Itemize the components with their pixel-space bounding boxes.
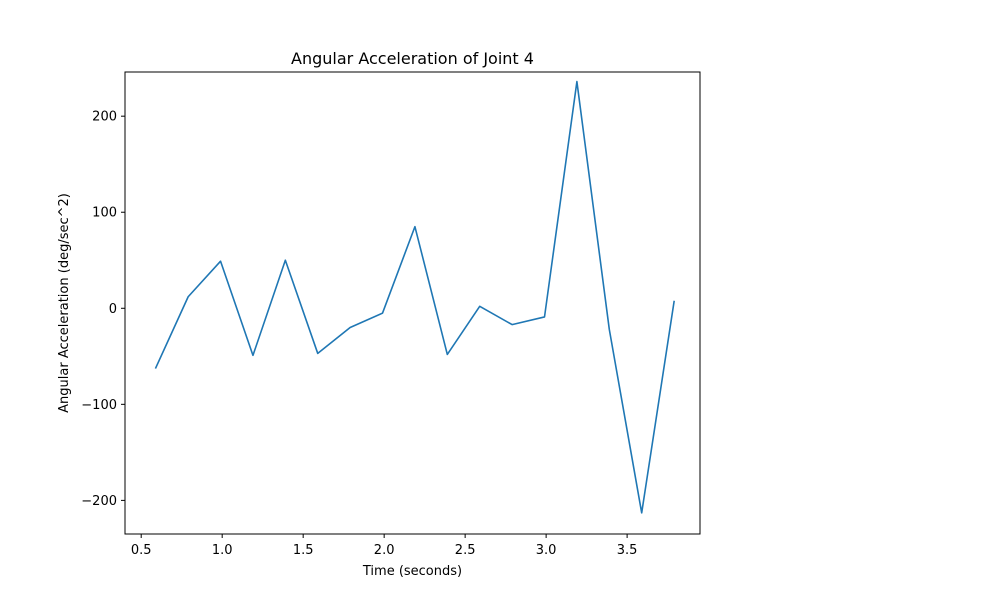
x-axis-label: Time (seconds) (362, 564, 462, 579)
y-tick-label: 0 (109, 302, 117, 317)
y-tick-label: −100 (81, 398, 117, 413)
y-tick-label: −200 (81, 494, 117, 509)
x-tick-label: 2.5 (455, 543, 476, 558)
x-tick-label: 3.5 (617, 543, 638, 558)
x-tick-label: 1.5 (293, 543, 314, 558)
chart-title: Angular Acceleration of Joint 4 (291, 49, 534, 68)
x-tick-label: 0.5 (131, 543, 152, 558)
series-line (154, 80, 675, 514)
x-tick-label: 3.0 (536, 543, 557, 558)
x-tick-label: 1.0 (212, 543, 233, 558)
x-tick-label: 2.0 (374, 543, 395, 558)
plot-area (125, 72, 700, 534)
plot-frame (124, 71, 701, 535)
y-tick-label: 100 (92, 206, 117, 221)
y-tick-label: 200 (92, 110, 117, 125)
y-axis-label: Angular Acceleration (deg/sec^2) (57, 193, 72, 413)
